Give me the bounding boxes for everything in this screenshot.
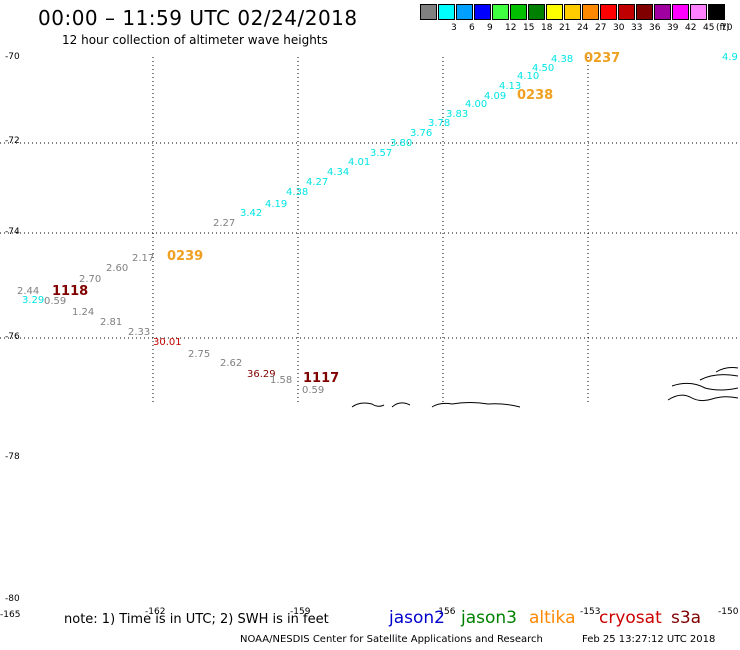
legend-swatch <box>456 4 473 20</box>
generation-timestamp: Feb 25 13:27:12 UTC 2018 <box>582 634 716 645</box>
antarctic-coastline <box>351 367 739 408</box>
wave-height-value: 3.29 <box>22 295 45 306</box>
lon-label: -150 <box>718 607 739 617</box>
legend-swatch <box>438 4 455 20</box>
legend-swatch <box>564 4 581 20</box>
lat-label: -74 <box>5 227 20 237</box>
legend-swatch <box>618 4 635 20</box>
legend-value-label: 36 <box>649 23 661 33</box>
legend-value-label: 15 <box>523 23 535 33</box>
lon-label: -156 <box>435 607 456 617</box>
credit-line: NOAA/NESDIS Center for Satellite Applica… <box>240 634 543 645</box>
wave-height-value: 3.57 <box>370 148 393 159</box>
legend-swatch <box>582 4 599 20</box>
wave-height-value: 2.44 <box>17 286 40 297</box>
wave-height-value: 0.59 <box>44 296 67 307</box>
wave-height-value: 3.76 <box>410 128 433 139</box>
legend-swatch <box>672 4 689 20</box>
satellite-cryosat: cryosat <box>599 608 662 628</box>
wave-height-value: 4.10 <box>517 71 540 82</box>
wave-height-value: 2.81 <box>100 317 123 328</box>
wave-height-value: 3.78 <box>428 118 451 129</box>
legend-value-label: 21 <box>559 23 571 33</box>
lat-label: -72 <box>5 136 20 146</box>
lon-label: -159 <box>290 607 311 617</box>
wave-height-value: 2.33 <box>128 327 151 338</box>
legend-value-label: 6 <box>469 23 475 33</box>
legend-swatch <box>654 4 671 20</box>
wave-height-value: 4.9 <box>722 52 738 63</box>
satellite-altika: altika <box>529 608 576 628</box>
legend-swatch <box>546 4 563 20</box>
lon-label: -153 <box>580 607 601 617</box>
wave-height-value: 1.58 <box>270 375 293 386</box>
legend-swatch <box>708 4 725 20</box>
wave-height-value: 2.75 <box>188 349 211 360</box>
map-subtitle: 12 hour collection of altimeter wave hei… <box>62 33 328 47</box>
legend-value-label: 3 <box>451 23 457 33</box>
legend-swatch <box>474 4 491 20</box>
legend-unit: (ft) <box>716 23 730 33</box>
pass-time-label: 0237 <box>584 51 621 66</box>
satellite-jason3: jason3 <box>461 608 517 628</box>
lon-label: -162 <box>145 607 166 617</box>
legend-value-label: 24 <box>577 23 589 33</box>
wave-height-value: 3.83 <box>446 109 469 120</box>
wave-height-value: 4.38 <box>286 187 309 198</box>
legend-value-label: 27 <box>595 23 607 33</box>
satellite-s3a: s3a <box>671 608 702 628</box>
lat-label: -70 <box>5 52 20 62</box>
wave-height-value: 4.50 <box>532 63 555 74</box>
wave-height-value: 4.38 <box>551 54 574 65</box>
wave-height-value: 4.19 <box>265 199 288 210</box>
wave-height-value: 3.80 <box>390 138 413 149</box>
wave-height-value: 36.29 <box>247 369 276 380</box>
legend-value-label: 18 <box>541 23 553 33</box>
wave-height-value: 4.09 <box>484 91 507 102</box>
wave-height-value: 30.01 <box>153 337 182 348</box>
legend-swatch <box>420 4 437 20</box>
legend-value-label: 33 <box>631 23 643 33</box>
lat-label: -78 <box>5 452 20 462</box>
wave-height-value: 2.17 <box>132 253 155 264</box>
wave-height-value: 2.27 <box>213 218 236 229</box>
legend-value-label: 42 <box>685 23 697 33</box>
lat-label: -76 <box>5 332 20 342</box>
legend-swatch <box>492 4 509 20</box>
wave-height-value: 4.00 <box>465 99 488 110</box>
legend-value-label: 39 <box>667 23 679 33</box>
satellite-jason2: jason2 <box>389 608 445 628</box>
lat-label: -80 <box>5 594 20 604</box>
legend-value-label: 30 <box>613 23 625 33</box>
wave-height-value: 4.34 <box>327 167 350 178</box>
lat-gridlines <box>0 142 740 339</box>
pass-time-label: 1118 <box>52 284 89 299</box>
wave-height-value: 4.01 <box>348 157 371 168</box>
wave-height-value: 2.60 <box>106 263 129 274</box>
map-title: 00:00 – 11:59 UTC 02/24/2018 <box>38 6 358 30</box>
wave-height-value: 2.70 <box>79 274 102 285</box>
wave-height-value: 2.62 <box>220 358 243 369</box>
legend-swatch <box>510 4 527 20</box>
pass-time-label: 0239 <box>167 249 204 264</box>
lon-label: -165 <box>0 610 21 620</box>
legend-swatch <box>600 4 617 20</box>
pass-time-label: 1117 <box>303 371 340 386</box>
legend-swatch <box>528 4 545 20</box>
legend-value-label: 70 <box>721 23 733 33</box>
legend-swatch <box>690 4 707 20</box>
wave-height-value: 4.27 <box>306 177 329 188</box>
legend-value-label: 45 <box>703 23 715 33</box>
lon-gridlines <box>152 57 589 405</box>
footer-note: note: 1) Time is in UTC; 2) SWH is in fe… <box>64 612 329 627</box>
wave-height-value: 0.59 <box>302 385 325 396</box>
wave-height-value: 1.24 <box>72 307 95 318</box>
wave-height-value: 3.42 <box>240 208 263 219</box>
legend-swatch <box>636 4 653 20</box>
legend-value-label: 12 <box>505 23 517 33</box>
wave-height-value: 4.13 <box>499 81 522 92</box>
pass-time-label: 0238 <box>517 88 554 103</box>
legend-value-label: 9 <box>487 23 493 33</box>
